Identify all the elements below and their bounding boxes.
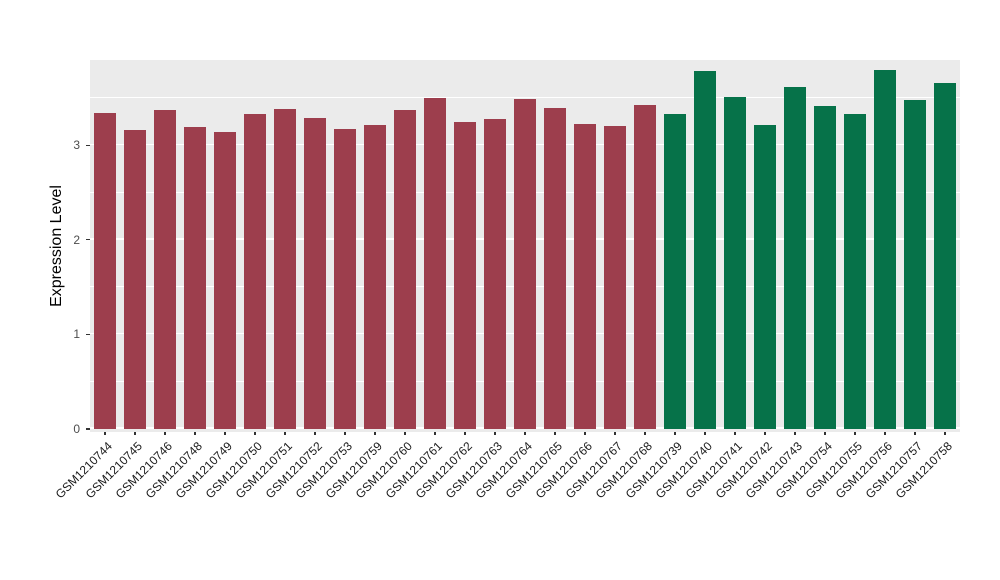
x-tick-mark — [644, 432, 646, 435]
x-tick-label: GSM1210739 — [622, 439, 685, 502]
bar-GSM1210741 — [724, 96, 746, 429]
bar-GSM1210766 — [574, 124, 596, 429]
x-tick-mark — [104, 432, 106, 435]
x-tick-label: GSM1210759 — [322, 439, 385, 502]
x-tick-mark — [914, 432, 916, 435]
y-axis-title: Expression Level — [48, 185, 65, 307]
bar-GSM1210760 — [394, 110, 416, 429]
x-tick-mark — [554, 432, 556, 435]
x-tick-mark — [344, 432, 346, 435]
x-tick-label: GSM1210740 — [652, 439, 715, 502]
x-tick-label: GSM1210752 — [262, 439, 325, 502]
x-tick-mark — [674, 432, 676, 435]
x-tick-label: GSM1210742 — [712, 439, 775, 502]
bar-GSM1210751 — [274, 109, 296, 429]
x-tick-label: GSM1210743 — [742, 439, 805, 502]
x-tick-label: GSM1210746 — [112, 439, 175, 502]
x-tick-mark — [584, 432, 586, 435]
x-tick-mark — [734, 432, 736, 435]
x-tick-label: GSM1210762 — [412, 439, 475, 502]
x-tick-label: GSM1210758 — [892, 439, 955, 502]
x-tick-label: GSM1210756 — [832, 439, 895, 502]
x-tick-mark — [164, 432, 166, 435]
x-tick-label: GSM1210750 — [202, 439, 265, 502]
bar-GSM1210768 — [634, 105, 656, 429]
bar-GSM1210743 — [784, 87, 806, 429]
bar-GSM1210756 — [874, 70, 896, 429]
x-tick-mark — [314, 432, 316, 435]
bar-GSM1210758 — [934, 82, 956, 429]
x-tick-mark — [254, 432, 256, 435]
x-tick-label: GSM1210765 — [502, 439, 565, 502]
x-tick-mark — [224, 432, 226, 435]
gridline-minor — [90, 97, 960, 98]
x-tick-mark — [134, 432, 136, 435]
bar-GSM1210761 — [424, 97, 446, 429]
x-tick-label: GSM1210766 — [532, 439, 595, 502]
y-tick-label: 1 — [73, 327, 80, 342]
x-tick-label: GSM1210764 — [472, 439, 535, 502]
bar-GSM1210763 — [484, 118, 506, 429]
bar-GSM1210757 — [904, 99, 926, 429]
x-tick-label: GSM1210749 — [172, 439, 235, 502]
x-tick-label: GSM1210767 — [562, 439, 625, 502]
x-tick-mark — [884, 432, 886, 435]
x-tick-label: GSM1210763 — [442, 439, 505, 502]
x-tick-mark — [404, 432, 406, 435]
x-tick-mark — [824, 432, 826, 435]
y-tick-label: 0 — [73, 422, 80, 436]
x-tick-mark — [194, 432, 196, 435]
bar-GSM1210740 — [694, 71, 716, 429]
y-tick-label: 3 — [73, 138, 80, 153]
bar-GSM1210764 — [514, 98, 536, 429]
x-tick-label: GSM1210760 — [352, 439, 415, 502]
bar-GSM1210750 — [244, 113, 266, 429]
x-tick-mark — [464, 432, 466, 435]
x-tick-mark — [494, 432, 496, 435]
bar-GSM1210748 — [184, 127, 206, 429]
x-tick-label: GSM1210761 — [382, 439, 445, 502]
x-tick-label: GSM1210748 — [142, 439, 205, 502]
bar-GSM1210742 — [754, 125, 776, 429]
bar-GSM1210752 — [304, 117, 326, 429]
plot-panel — [90, 60, 960, 432]
bar-GSM1210767 — [604, 126, 626, 429]
y-tick-label: 2 — [73, 232, 80, 247]
bar-GSM1210746 — [154, 110, 176, 429]
bar-GSM1210755 — [844, 113, 866, 429]
x-tick-label: GSM1210768 — [592, 439, 655, 502]
x-tick-mark — [434, 432, 436, 435]
x-tick-label: GSM1210744 — [52, 439, 115, 502]
bar-GSM1210762 — [454, 121, 476, 429]
bar-GSM1210754 — [814, 106, 836, 429]
x-tick-label: GSM1210745 — [82, 439, 145, 502]
x-tick-mark — [944, 432, 946, 435]
bar-GSM1210753 — [334, 129, 356, 429]
x-tick-mark — [524, 432, 526, 435]
x-tick-mark — [854, 432, 856, 435]
x-tick-mark — [764, 432, 766, 435]
x-tick-label: GSM1210757 — [862, 439, 925, 502]
bar-GSM1210759 — [364, 125, 386, 429]
x-tick-label: GSM1210741 — [682, 439, 745, 502]
bar-GSM1210744 — [94, 113, 116, 429]
x-tick-label: GSM1210755 — [802, 439, 865, 502]
bar-GSM1210739 — [664, 113, 686, 429]
x-tick-label: GSM1210751 — [232, 439, 295, 502]
x-tick-mark — [374, 432, 376, 435]
x-tick-label: GSM1210754 — [772, 439, 835, 502]
bar-GSM1210765 — [544, 108, 566, 429]
bar-GSM1210745 — [124, 130, 146, 429]
bar-GSM1210749 — [214, 131, 236, 429]
x-tick-mark — [704, 432, 706, 435]
x-tick-label: GSM1210753 — [292, 439, 355, 502]
x-tick-mark — [614, 432, 616, 435]
x-tick-mark — [794, 432, 796, 435]
x-tick-mark — [284, 432, 286, 435]
